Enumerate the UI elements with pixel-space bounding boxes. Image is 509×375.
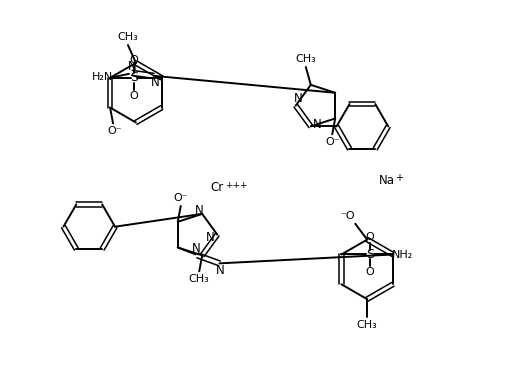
Text: ⁻O: ⁻O [340, 211, 354, 221]
Text: N: N [192, 242, 201, 255]
Text: N: N [127, 60, 136, 74]
Text: O: O [129, 91, 138, 101]
Text: CH₃: CH₃ [188, 274, 209, 284]
Text: CH₃: CH₃ [295, 54, 316, 64]
Text: N: N [216, 264, 224, 277]
Text: O⁻: O⁻ [324, 137, 339, 147]
Text: N: N [294, 92, 302, 105]
Text: O: O [129, 55, 138, 65]
Text: O⁻: O⁻ [173, 193, 188, 203]
Text: Cr: Cr [210, 180, 223, 194]
Text: N: N [313, 118, 322, 131]
Text: NH₂: NH₂ [391, 249, 413, 259]
Text: O⁻: O⁻ [107, 126, 122, 136]
Text: +: + [394, 173, 402, 183]
Text: N: N [194, 204, 203, 218]
Text: O: O [365, 232, 374, 242]
Text: O: O [365, 267, 374, 278]
Text: CH₃: CH₃ [118, 32, 138, 42]
Text: N: N [150, 76, 159, 89]
Text: Na: Na [378, 174, 394, 186]
Text: S: S [130, 71, 137, 84]
Text: N: N [206, 231, 214, 244]
Text: S: S [365, 248, 374, 261]
Text: +++: +++ [225, 180, 247, 189]
Text: CH₃: CH₃ [356, 320, 377, 330]
Text: H₂N: H₂N [91, 72, 112, 82]
